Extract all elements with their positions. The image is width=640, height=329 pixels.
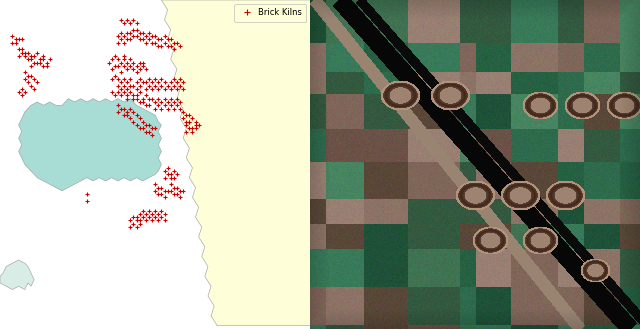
Polygon shape (19, 99, 161, 191)
Legend: Brick Kilns: Brick Kilns (234, 4, 306, 21)
Polygon shape (161, 0, 310, 326)
Polygon shape (0, 260, 34, 290)
